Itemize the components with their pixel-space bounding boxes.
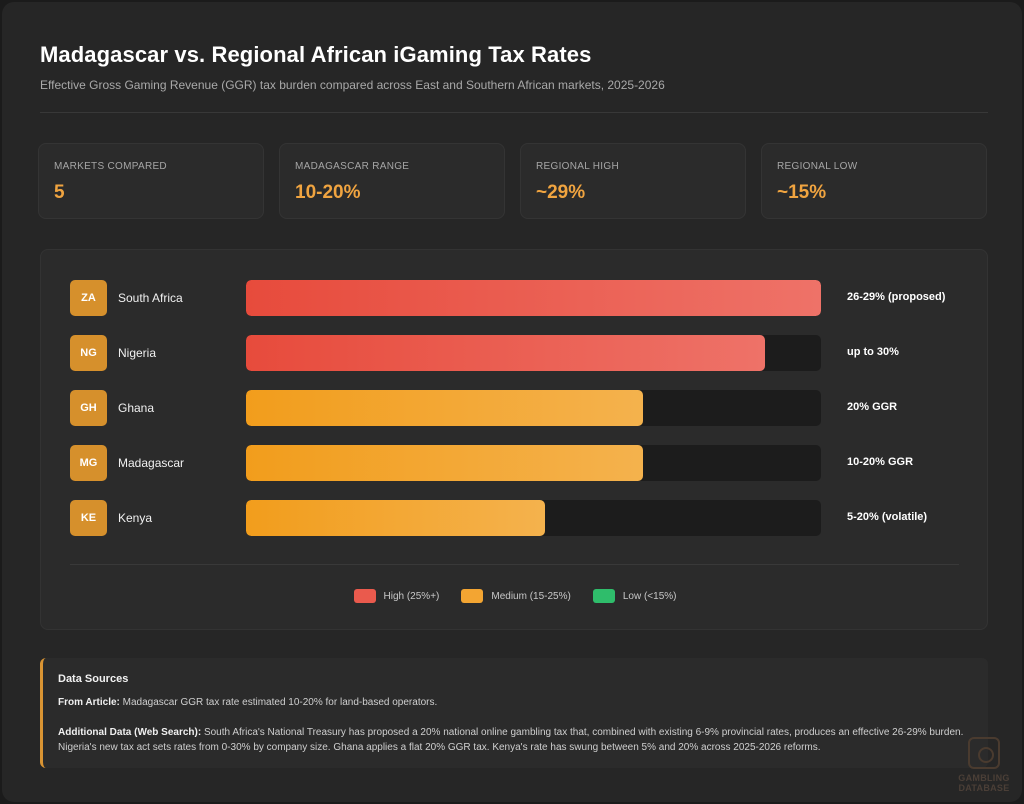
stat-value: ~15% (777, 182, 827, 203)
rate-label: 26-29% (proposed) (847, 291, 946, 303)
legend-swatch (353, 589, 376, 603)
country-label: Madagascar (118, 456, 185, 470)
article-source-label: From Article: (58, 697, 120, 708)
country-code-badge: NG (70, 335, 107, 371)
legend-item-low: Low (<15%) (592, 589, 677, 603)
page-subtitle: Effective Gross Gaming Revenue (GGR) tax… (40, 78, 665, 92)
country-label: South Africa (118, 291, 183, 305)
page-title: Madagascar vs. Regional African iGaming … (40, 42, 592, 67)
country-code-badge: KE (70, 500, 107, 536)
stat-card-madagascar-range: MADAGASCAR RANGE 10-20% (279, 143, 505, 219)
country-code-badge: GH (70, 390, 107, 426)
stat-label: MARKETS COMPARED (54, 161, 167, 172)
bar (246, 390, 643, 426)
logo-icon (968, 737, 1000, 769)
stat-card-markets-compared: MARKETS COMPARED 5 (38, 143, 264, 219)
logo-text-line2: DATABASE (958, 783, 1010, 793)
data-sources-panel: Data Sources From Article: Madagascar GG… (40, 658, 988, 768)
rate-label: up to 30% (847, 346, 899, 358)
bar (246, 335, 766, 371)
country-label: Kenya (118, 511, 153, 525)
bar-row: GH Ghana 20% GGR (41, 389, 989, 427)
legend-item-medium: Medium (15-25%) (461, 589, 571, 603)
stat-label: REGIONAL LOW (777, 161, 858, 172)
bar-track (246, 390, 821, 426)
article-source-text: Madagascar GGR tax rate estimated 10-20%… (122, 697, 438, 708)
legend-swatch (592, 589, 615, 603)
stat-value: 10-20% (295, 182, 361, 203)
header-divider (40, 112, 988, 113)
bar-row: ZA South Africa 26-29% (proposed) (41, 279, 989, 317)
legend-label: Medium (15-25%) (491, 590, 571, 602)
legend-label: High (25%+) (383, 590, 440, 602)
bar-track (246, 335, 821, 371)
bar-track (246, 500, 821, 536)
rate-label: 5-20% (volatile) (847, 511, 928, 523)
chart-divider (70, 564, 959, 565)
additional-source-label: Additional Data (Web Search): (58, 727, 202, 738)
country-label: Ghana (118, 401, 155, 415)
sources-heading: Data Sources (58, 673, 129, 685)
stat-value: 5 (54, 182, 65, 203)
country-code-badge: ZA (70, 280, 107, 316)
bar-track (246, 445, 821, 481)
stat-label: MADAGASCAR RANGE (295, 161, 410, 172)
additional-source-text: South Africa's National Treasury has pro… (58, 727, 964, 753)
bar-row: MG Madagascar 10-20% GGR (41, 444, 989, 482)
stat-card-regional-low: REGIONAL LOW ~15% (761, 143, 987, 219)
bar-track (246, 280, 821, 316)
country-label: Nigeria (118, 346, 157, 360)
rate-label: 10-20% GGR (847, 456, 914, 468)
gambling-database-logo: GAMBLING DATABASE (949, 737, 1019, 801)
bar-row: KE Kenya 5-20% (volatile) (41, 499, 989, 537)
bar-row: NG Nigeria up to 30% (41, 334, 989, 372)
stat-card-regional-high: REGIONAL HIGH ~29% (520, 143, 746, 219)
logo-text-line1: GAMBLING (958, 773, 1010, 783)
bar (246, 280, 821, 316)
bar (246, 500, 546, 536)
tax-rate-bar-chart: ZA South Africa 26-29% (proposed) NG Nigeria… (40, 249, 988, 630)
stat-label: REGIONAL HIGH (536, 161, 619, 172)
legend-swatch (461, 589, 484, 603)
stat-value: ~29% (536, 182, 586, 203)
country-code-badge: MG (70, 445, 107, 481)
legend-label: Low (<15%) (622, 590, 677, 602)
legend-item-high: High (25%+) (353, 589, 440, 603)
rate-label: 20% GGR (847, 401, 898, 413)
article-source: From Article: Madagascar GGR tax rate es… (58, 695, 978, 710)
chart-legend: High (25%+) Medium (15-25%) Low (<15%) (41, 588, 989, 604)
bar (246, 445, 643, 481)
additional-source: Additional Data (Web Search): South Afri… (58, 725, 978, 755)
